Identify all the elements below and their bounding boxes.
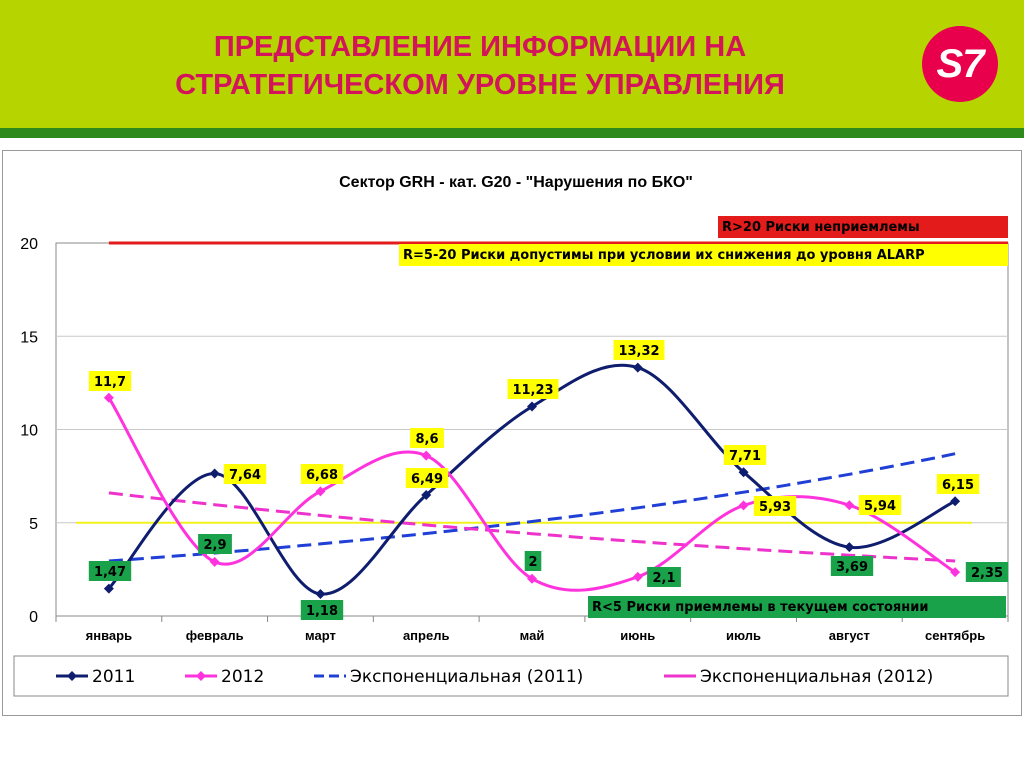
series-marker-2011 (103, 583, 114, 594)
series-line-2012 (107, 396, 956, 592)
legend-box (13, 655, 1009, 697)
trendline-2 (108, 491, 956, 563)
legend-marker (196, 671, 206, 681)
data-label: 2,1 (652, 571, 675, 586)
data-label: 6,15 (942, 478, 974, 493)
legend-entry: Экспоненциальная (2012) (700, 667, 933, 687)
series-marker-2012 (950, 567, 961, 578)
series-marker-2011 (315, 588, 326, 599)
data-label: 7,71 (729, 449, 761, 464)
data-label-box (300, 464, 344, 484)
trendline-1 (108, 452, 956, 563)
zone-label: R>20 Риски неприемлемы (722, 220, 920, 235)
series-marker-2012 (844, 500, 855, 511)
y-tick-label: 15 (20, 329, 38, 346)
data-label-box (88, 371, 132, 391)
x-tick-label: февраль (186, 628, 244, 643)
data-label: 6,68 (306, 468, 338, 483)
slide-title: ПРЕДСТАВЛЕНИЕ ИНФОРМАЦИИ НА СТРАТЕГИЧЕСК… (100, 28, 860, 104)
data-label: 8,6 (415, 432, 438, 447)
legend-entry: 2011 (92, 667, 135, 687)
legend-marker (67, 671, 77, 681)
data-label: 6,49 (411, 472, 443, 487)
series-marker-2011 (632, 362, 643, 373)
data-label: 3,69 (836, 560, 868, 575)
data-label-box (723, 445, 767, 465)
data-label: 7,64 (229, 468, 261, 483)
data-label-box (613, 340, 665, 360)
chart-frame (2, 150, 1022, 716)
data-label-box (300, 600, 344, 620)
series-marker-2011 (209, 468, 220, 479)
series-marker-2012 (103, 392, 114, 403)
y-tick-label: 0 (29, 609, 38, 626)
header-bar (0, 0, 1024, 128)
y-tick-label: 5 (29, 516, 38, 533)
series-marker-2011 (738, 467, 749, 478)
legend-entry: 2012 (221, 667, 264, 687)
data-label-box (936, 474, 980, 494)
s7-logo: S7 (922, 26, 998, 102)
y-tick-label: 20 (20, 236, 38, 253)
data-label-box (507, 379, 559, 399)
x-tick-label: январь (86, 628, 132, 643)
zone-label-box (399, 244, 1008, 266)
data-label: 11,23 (512, 383, 553, 398)
series-marker-2012 (527, 573, 537, 584)
x-tick-label: апрель (403, 628, 450, 643)
series-marker-2011 (527, 401, 537, 412)
x-tick-label: август (829, 628, 870, 643)
data-label-box (647, 567, 681, 587)
data-label-box (410, 428, 444, 448)
x-tick-label: март (305, 628, 336, 643)
slide-title-line-2: СТРАТЕГИЧЕСКОМ УРОВНЕ УПРАВЛЕНИЯ (175, 69, 785, 101)
data-label: 5,93 (759, 500, 791, 515)
series-marker-2012 (738, 500, 749, 511)
series-marker-2011 (950, 496, 961, 507)
y-tick-label: 10 (20, 423, 38, 440)
x-tick-label: май (520, 628, 545, 643)
series-marker-2011 (844, 542, 855, 553)
zone-label: R=5-20 Риски допустимы при условии их сн… (403, 248, 925, 263)
x-tick-label: сентябрь (925, 628, 985, 643)
data-label: 2,35 (971, 566, 1003, 581)
data-label: 2 (528, 555, 537, 570)
series-marker-2012 (209, 556, 220, 567)
s7-logo-text: S7 (936, 42, 985, 86)
series-marker-2011 (421, 489, 432, 500)
legend-entry: Экспоненциальная (2011) (350, 667, 583, 687)
data-label-box (965, 562, 1009, 582)
data-label: 1,18 (306, 604, 338, 619)
data-label: 2,9 (203, 538, 226, 553)
data-label-box (198, 534, 232, 554)
series-marker-2012 (632, 571, 643, 582)
data-label-box (830, 556, 874, 576)
data-label: 13,32 (618, 344, 659, 359)
series-marker-2012 (315, 486, 326, 497)
data-label-box (88, 561, 132, 581)
series-line-2011 (107, 363, 956, 596)
data-label-box (405, 468, 449, 488)
header-stripe (0, 128, 1024, 138)
data-label: 1,47 (94, 565, 126, 580)
data-label-box (753, 496, 797, 516)
series-marker-2012 (421, 450, 432, 461)
zone-label-box (718, 216, 1008, 238)
slide-title-line-1: ПРЕДСТАВЛЕНИЕ ИНФОРМАЦИИ НА (213, 31, 747, 63)
chart-title: Сектор GRH - кат. G20 - "Нарушения по БК… (339, 174, 693, 191)
zone-label: R<5 Риски приемлемы в текущем состоянии (592, 600, 928, 615)
x-tick-label: июль (726, 628, 761, 643)
data-label-box (524, 551, 542, 571)
zone-label-box (588, 596, 1006, 618)
data-label: 11,7 (94, 375, 126, 390)
data-label-box (223, 464, 267, 484)
data-label: 5,94 (864, 499, 896, 514)
data-label-box (858, 495, 902, 515)
x-tick-label: июнь (620, 628, 655, 643)
